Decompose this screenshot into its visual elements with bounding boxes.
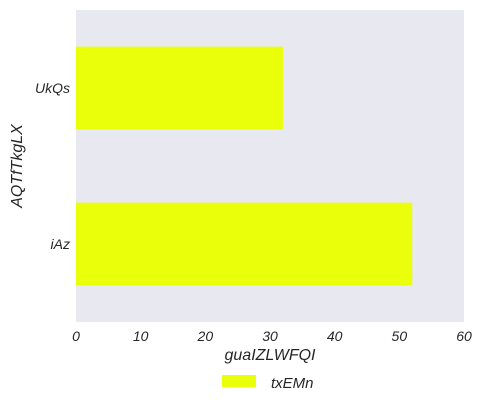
x-tick-label: 20	[197, 328, 214, 344]
x-tick-label: 10	[133, 328, 149, 344]
x-tick-label: 40	[327, 328, 343, 344]
y-axis-label: AQTfTkgLX	[9, 123, 26, 209]
legend: txEMn	[222, 375, 314, 392]
legend-label: txEMn	[271, 375, 314, 392]
x-tick-label: 50	[392, 328, 408, 344]
y-tick-label: UkQs	[35, 80, 70, 96]
bars-group	[76, 46, 413, 286]
x-axis-label: guaIZLWFQI	[225, 347, 317, 364]
x-tick-label: 0	[72, 328, 80, 344]
bar-iAz	[76, 202, 413, 286]
bar-UkQs	[76, 46, 283, 130]
x-tick-label: 30	[262, 328, 278, 344]
x-tick-label: 60	[456, 328, 472, 344]
y-tick-labels: UkQs iAz	[35, 80, 70, 252]
legend-swatch	[222, 375, 256, 387]
x-tick-labels: 0 10 20 30 40 50 60	[72, 328, 472, 344]
y-tick-label: iAz	[51, 236, 70, 252]
